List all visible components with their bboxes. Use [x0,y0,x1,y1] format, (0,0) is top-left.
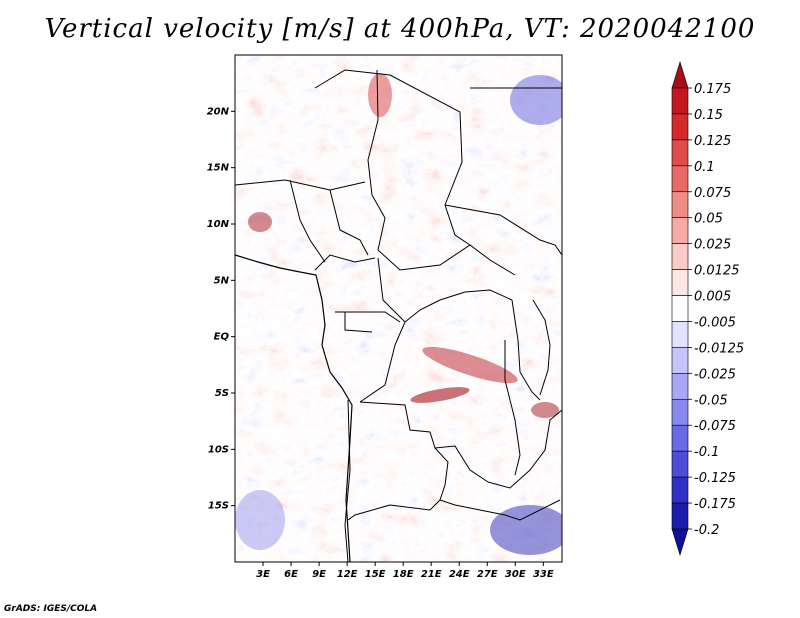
colorbar-segment [671,321,689,348]
lat-tick-label: 5S [215,388,229,399]
colorbar-level-label: -0.0125 [694,341,744,356]
colorbar-segment [671,243,689,270]
map-frame [234,54,563,563]
colorbar-segment [671,87,689,115]
colorbar-level-label: 0.175 [694,82,731,97]
longitude-ticks: 3E 6E 9E 12E 15E 18E 21E 24E 27E 30E 33E [256,562,554,580]
colorbar-level-label: 0.075 [694,186,731,201]
lon-tick-label: 30E [505,569,526,580]
lon-tick-label: 33E [533,569,554,580]
colorbar-segment [671,165,689,193]
colorbar-level-label: 0.15 [694,108,723,123]
lon-tick-label: 18E [393,569,414,580]
colorbar-level-label: 0.1 [694,160,715,175]
lon-tick-label: 27E [477,569,498,580]
colorbar-level-label: 0.125 [694,134,731,149]
colorbar-level-label: -0.075 [694,419,736,434]
colorbar-level-label: 0.025 [694,238,731,253]
colorbar-segment [671,450,689,478]
colorbar-level-label: 0.0125 [694,264,740,279]
lon-tick-label: 6E [284,569,298,580]
colorbar-segment [671,476,689,504]
colorbar-level-label: 0.005 [694,290,731,305]
lat-tick-label: 15S [208,501,229,512]
lon-tick-label: 9E [312,569,326,580]
colorbar-segment [671,269,689,296]
colorbar-segment [671,113,689,141]
velocity-field [235,55,562,562]
colorbar-top-triangle [671,60,689,89]
colorbar-segment [671,139,689,167]
lat-tick-label: EQ [214,332,230,343]
colorbar-level-label: 0.05 [694,212,723,227]
lat-tick-label: 15N [207,163,230,174]
colorbar-segment [671,398,689,426]
lat-tick-label: 20N [207,106,230,117]
lon-tick-label: 24E [449,569,470,580]
colorbar-segment [671,424,689,452]
colorbar-bottom-triangle [671,528,689,557]
lat-tick-label: 10S [208,444,229,455]
lon-tick-label: 21E [421,569,442,580]
lon-tick-label: 12E [337,569,358,580]
colorbar-level-label: -0.05 [694,393,728,408]
colorbar-segment [671,191,689,219]
coastline [235,254,353,562]
colorbar-level-label: -0.025 [694,367,736,382]
colorbar-segment [671,347,689,374]
lat-tick-label: 10N [207,219,230,230]
colorbar-segment [671,295,689,322]
map-title: Vertical velocity [m/s] at 400hPa, VT: 2… [44,14,756,44]
colorbar-segment [671,502,689,530]
colorbar-level-label: -0.1 [694,445,719,460]
latitude-ticks: 20N 15N 10N 5N EQ 5S 10S 15S [207,106,235,512]
colorbar-level-label: -0.175 [694,497,736,512]
lon-tick-label: 15E [365,569,386,580]
colorbar-level-label: -0.2 [694,523,719,538]
colorbar: 0.175 0.15 0.125 0.1 0.075 0.05 0.025 0.0125 0.0… [671,60,744,557]
grads-credit: GrADS: IGES/COLA [4,604,98,614]
country-borders [235,69,562,562]
colorbar-level-label: -0.125 [694,471,736,486]
colorbar-segment [671,373,689,400]
lat-tick-label: 5N [214,275,230,286]
colorbar-level-label: -0.005 [694,315,736,330]
lon-tick-label: 3E [256,569,270,580]
colorbar-segment [671,217,689,244]
